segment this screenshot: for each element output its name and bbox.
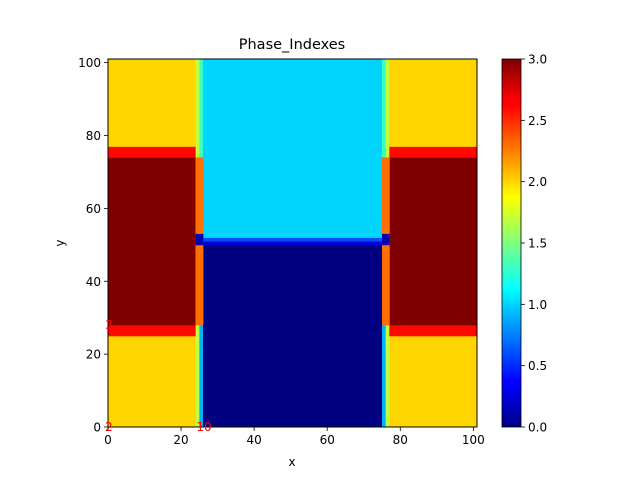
heatmap-cell	[382, 244, 387, 428]
heatmap-cell	[202, 241, 383, 246]
heatmap-cell	[389, 146, 478, 158]
x-tick-label: 100	[462, 433, 485, 447]
x-tick-label: 0	[104, 433, 112, 447]
colorbar	[501, 58, 522, 428]
colorbar-tick-label: 0.5	[528, 359, 547, 373]
annotation-label: 3	[105, 318, 113, 332]
x-tick-label: 40	[246, 433, 261, 447]
y-tick-label: 20	[86, 348, 101, 362]
y-axis: 0 20 40 60 80 100	[78, 56, 108, 435]
heatmap-cell	[108, 324, 197, 337]
heatmap-cell	[108, 59, 197, 147]
heatmap-cell	[108, 146, 197, 158]
colorbar-ticks: 0.0 0.5 1.0 1.5 2.0 2.5 3.0	[521, 53, 547, 435]
colorbar-tick-label: 1.5	[528, 237, 547, 251]
annotation-label: 10	[196, 420, 211, 434]
y-tick-label: 0	[93, 421, 101, 435]
y-tick-label: 80	[86, 129, 101, 143]
heatmap-cell	[199, 59, 204, 235]
x-tick-label: 80	[393, 433, 408, 447]
heatmap-cell	[382, 59, 387, 235]
chart-title: Phase_Indexes	[239, 37, 346, 53]
x-axis-label: x	[288, 455, 295, 469]
x-tick-label: 60	[320, 433, 335, 447]
annotations: 2 10 3	[105, 318, 212, 434]
heatmap-cell	[199, 244, 204, 428]
x-tick-label: 20	[173, 433, 188, 447]
y-tick-label: 40	[86, 275, 101, 289]
heatmap-cell	[202, 59, 383, 238]
x-axis: 0 20 40 60 80 100	[104, 427, 485, 447]
colorbar-tick-label: 1.0	[528, 298, 547, 312]
colorbar-tick-label: 2.5	[528, 114, 547, 128]
heatmap-cell	[382, 233, 390, 246]
heatmap-cell	[389, 59, 478, 147]
heatmap	[108, 59, 478, 428]
heatmap-cell	[108, 157, 197, 326]
y-axis-label: y	[53, 239, 67, 246]
y-tick-label: 100	[78, 56, 101, 70]
y-tick-label: 60	[86, 202, 101, 216]
heatmap-cell	[389, 157, 478, 326]
heatmap-cell	[108, 335, 197, 428]
colorbar-tick-label: 0.0	[528, 421, 547, 435]
heatmap-cell	[389, 335, 478, 428]
heatmap-cell	[202, 244, 383, 428]
annotation-label: 2	[105, 420, 113, 434]
colorbar-tick-label: 3.0	[528, 53, 547, 67]
heatmap-cell	[195, 233, 204, 246]
heatmap-cell	[389, 324, 478, 337]
heatmap-cell	[202, 237, 383, 242]
plot-frame	[107, 58, 478, 428]
colorbar-tick-label: 2.0	[528, 175, 547, 189]
